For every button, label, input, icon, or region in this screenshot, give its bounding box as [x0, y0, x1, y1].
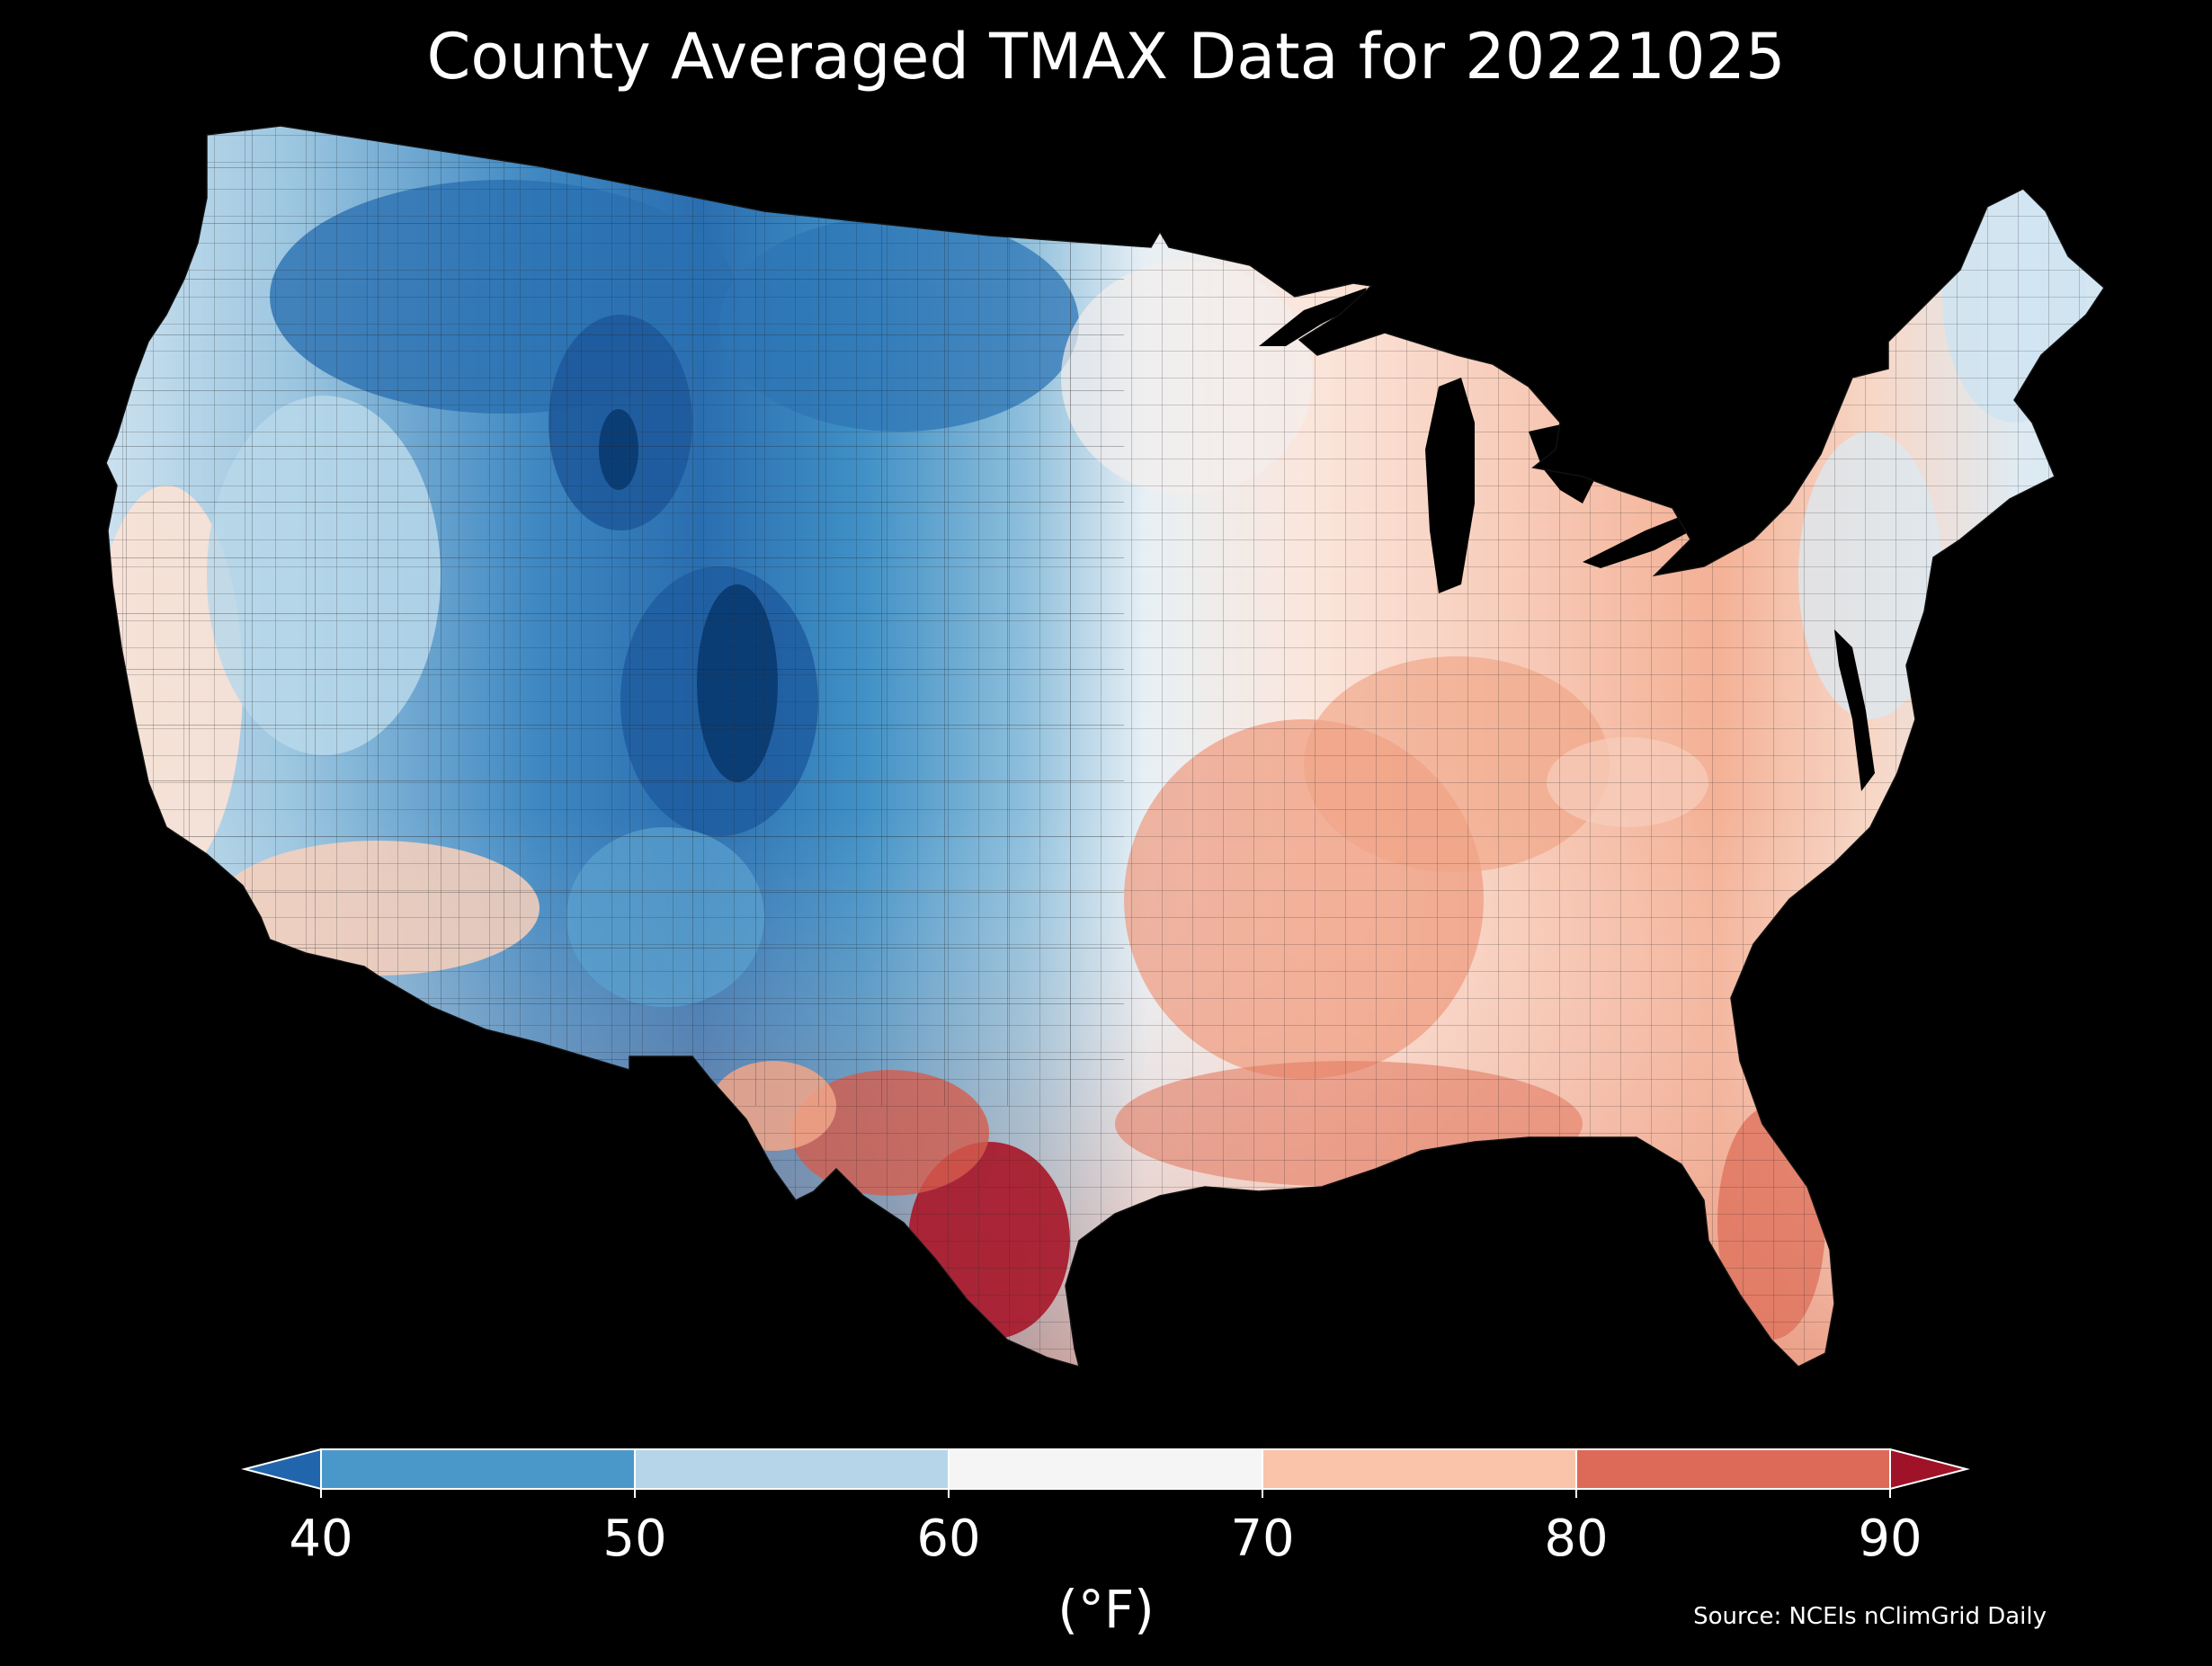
lake-huron [1529, 423, 1601, 503]
lake-michigan [1425, 378, 1475, 593]
colorbar-bin-1 [635, 1449, 949, 1489]
colorbar-under-arrow [241, 1448, 322, 1491]
colorbar-tick-label: 40 [289, 1510, 353, 1568]
colorbar-bin-2 [949, 1449, 1262, 1489]
colorbar-tick-label: 60 [916, 1510, 981, 1568]
chesapeake-bay [1834, 629, 1875, 791]
colorbar-tick-label: 80 [1544, 1510, 1609, 1568]
lake-superior [1259, 288, 1367, 346]
colorbar-bin-4 [1576, 1449, 1890, 1489]
colorbar-bin-0 [321, 1449, 635, 1489]
us-outline [105, 125, 2105, 1368]
source-credit: Source: NCEIs nClimGrid Daily [1693, 1603, 2047, 1630]
colorbar-tick-label: 90 [1858, 1510, 1922, 1568]
colorbar-tick-label: 50 [602, 1510, 667, 1568]
lake-erie [1583, 503, 1713, 568]
colorbar-unit-label: (°F) [1057, 1579, 1155, 1640]
map-title: County Averaged TMAX Data for 20221025 [426, 20, 1786, 94]
colorbar-over-arrow [1889, 1448, 1970, 1491]
colorbar-tick-label: 70 [1230, 1510, 1295, 1568]
colorbar-bin-3 [1262, 1449, 1576, 1489]
